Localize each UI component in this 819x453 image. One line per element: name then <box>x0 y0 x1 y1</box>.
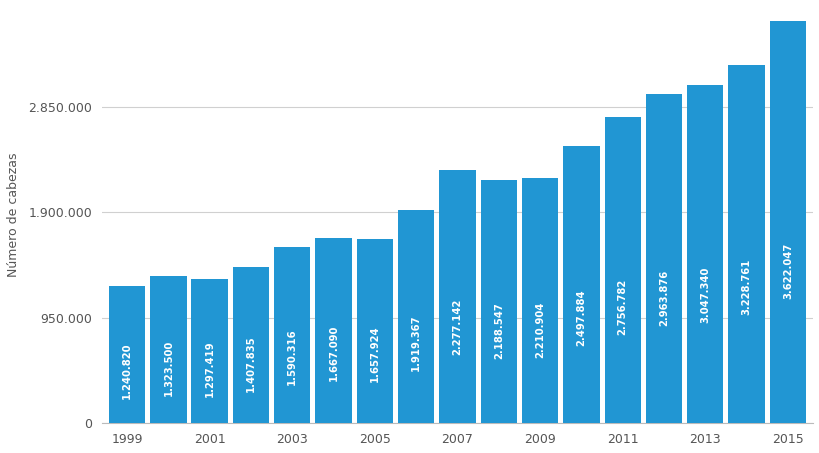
Text: 3.228.761: 3.228.761 <box>740 259 751 315</box>
Bar <box>439 170 475 424</box>
Text: 2.188.547: 2.188.547 <box>493 303 503 359</box>
Y-axis label: Número de cabezas: Número de cabezas <box>7 153 20 277</box>
Bar <box>686 85 722 424</box>
Bar <box>645 94 681 424</box>
Bar <box>150 276 186 424</box>
Text: 1.240.820: 1.240.820 <box>122 343 132 399</box>
Bar <box>769 21 805 424</box>
Text: 2.963.876: 2.963.876 <box>658 270 668 327</box>
Bar <box>109 285 145 424</box>
Text: 2.210.904: 2.210.904 <box>535 302 545 358</box>
Text: 1.297.419: 1.297.419 <box>205 340 215 397</box>
Bar <box>274 247 310 424</box>
Bar <box>604 117 640 424</box>
Bar <box>356 239 392 424</box>
Text: 1.919.367: 1.919.367 <box>410 314 421 371</box>
Text: 1.323.500: 1.323.500 <box>163 339 173 395</box>
Text: 3.622.047: 3.622.047 <box>782 242 792 299</box>
Bar <box>315 238 351 424</box>
Bar <box>191 279 228 424</box>
Text: 2.756.782: 2.756.782 <box>617 279 627 335</box>
Text: 3.047.340: 3.047.340 <box>699 266 709 323</box>
Text: 2.497.884: 2.497.884 <box>576 289 586 346</box>
Text: 2.277.142: 2.277.142 <box>452 299 462 356</box>
Text: 1.407.835: 1.407.835 <box>246 336 256 392</box>
Bar <box>397 210 434 424</box>
Bar <box>727 65 764 424</box>
Text: 1.667.090: 1.667.090 <box>328 325 338 381</box>
Bar <box>233 267 269 424</box>
Text: 1.657.924: 1.657.924 <box>369 325 379 382</box>
Text: 1.590.316: 1.590.316 <box>287 328 296 385</box>
Bar <box>521 178 558 424</box>
Bar <box>563 146 599 424</box>
Bar <box>480 180 516 424</box>
